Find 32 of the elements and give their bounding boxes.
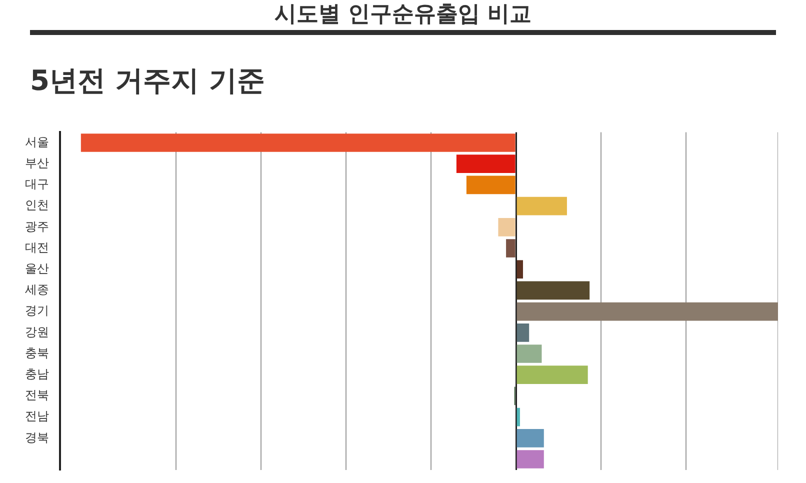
y-tick-label: 부산 [25, 156, 49, 170]
bar [506, 239, 516, 258]
y-tick-label: 대전 [25, 240, 49, 254]
bar [498, 218, 516, 236]
y-tick-label: 인천 [25, 198, 49, 212]
y-tick-label: 전북 [25, 388, 49, 402]
y-tick-label: 전남 [25, 409, 49, 424]
y-tick-label: 세종 [25, 282, 49, 297]
bar [516, 260, 524, 279]
bar [516, 428, 544, 448]
y-tick-label: 충북 [25, 346, 49, 360]
y-tick-label: 강원 [25, 324, 49, 339]
y-tick-label: 충남 [25, 366, 49, 381]
bar [516, 408, 520, 426]
bar [466, 176, 516, 194]
y-tick-label: 경북 [25, 430, 49, 444]
bar [456, 154, 516, 174]
bar [516, 450, 544, 468]
bar [516, 344, 542, 363]
bar [516, 302, 778, 321]
y-tick-label: 경기 [25, 304, 49, 318]
bar [516, 281, 590, 300]
bar [516, 366, 588, 384]
y-tick-label: 울산 [25, 261, 49, 276]
bar [516, 323, 530, 342]
y-tick-label: 서울 [25, 134, 49, 149]
y-tick-label: 대구 [25, 177, 49, 192]
bar [516, 196, 567, 216]
bar [80, 134, 516, 152]
y-tick-label: 광주 [25, 219, 49, 234]
chart-subtitle: 5년전 거주지 기준 [30, 63, 265, 99]
chart-title: 시도별 인구순유출입 비교 [30, 0, 776, 35]
